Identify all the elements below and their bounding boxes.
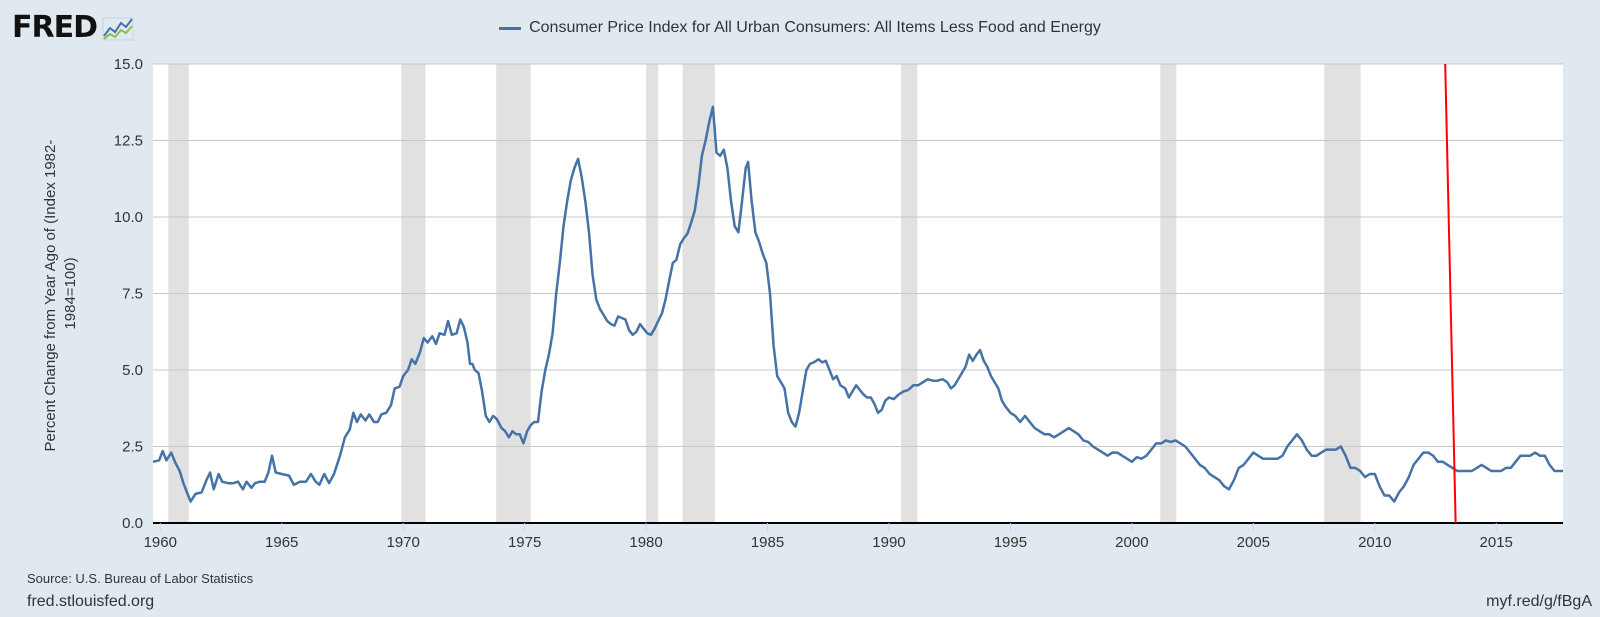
site-link[interactable]: fred.stlouisfed.org [27,593,155,610]
x-tick-label: 1985 [751,534,784,551]
series-layer [152,105,1563,503]
chart-legend: Consumer Price Index for All Urban Consu… [0,19,1600,37]
x-tick-label: 1970 [386,534,419,551]
x-tick-label: 2005 [1237,534,1270,551]
y-tick-label: 2.5 [122,439,143,456]
fred-logo-graph-icon [102,17,134,40]
y-axis-title-line-1: Percent Change from Year Ago of (Index 1… [42,140,59,452]
y-axis-title-line-2: 1984=100) [62,257,79,329]
y-tick-label: 15.0 [114,56,143,73]
y-tick-labels: 0.0 2.5 5.0 7.5 10.0 12.5 15.0 [114,56,143,532]
short-url-link[interactable]: myf.red/g/fBgA [1486,593,1592,610]
x-tick-label: 1990 [872,534,905,551]
x-tick-label: 1965 [265,534,298,551]
x-tick-label: 2015 [1480,534,1513,551]
legend-swatch [499,26,522,30]
fred-logo[interactable]: FRED [12,10,135,45]
x-tick-label: 2010 [1358,534,1391,551]
y-tick-label: 10.0 [114,209,143,226]
x-tick-label: 1975 [508,534,541,551]
source-note: Source: U.S. Bureau of Labor Statistics [27,571,254,586]
x-tick-label: 2000 [1115,534,1148,551]
legend-label: Consumer Price Index for All Urban Consu… [529,19,1101,36]
y-axis-title: Percent Change from Year Ago of (Index 1… [42,135,79,451]
x-tick-label: 1995 [994,534,1027,551]
y-tick-label: 0.0 [122,515,143,532]
marker-layer [1444,63,1457,524]
red-marker-line [1444,63,1457,524]
fred-logo-text: FRED [12,10,98,45]
x-tick-labels: 1960 1965 1970 1975 1980 1985 1990 1995 2000 2005… [144,523,1513,551]
y-tick-label: 5.0 [122,362,143,379]
x-tick-label: 1980 [629,534,662,551]
gridlines [153,63,1563,524]
y-tick-label: 12.5 [114,133,143,150]
series-line [152,105,1563,503]
x-tick-label: 1960 [144,534,177,551]
y-tick-label: 7.5 [122,286,143,303]
